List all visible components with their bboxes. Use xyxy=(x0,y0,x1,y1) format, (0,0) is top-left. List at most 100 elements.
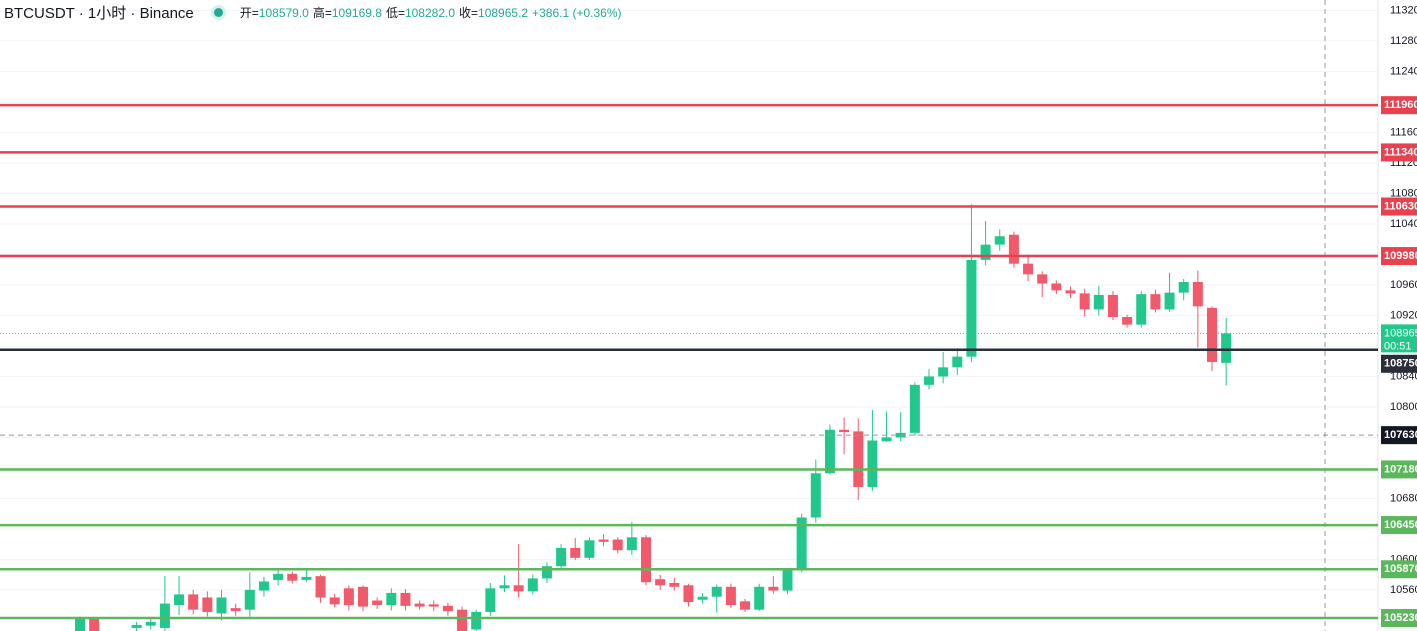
candle-body xyxy=(301,576,312,580)
candle-body xyxy=(442,605,453,612)
candle-body xyxy=(669,582,680,587)
price-line-box xyxy=(1381,197,1417,216)
ohlc-item: 收=108965.2 xyxy=(459,4,528,21)
candle-body xyxy=(725,586,736,606)
candle-body xyxy=(1207,307,1217,362)
candle-body xyxy=(358,586,368,607)
y-tick-label: 111600 xyxy=(1390,127,1417,139)
candle-body xyxy=(824,429,835,474)
candle-body xyxy=(1023,263,1034,275)
candle-body xyxy=(1192,281,1203,307)
marked-price-box xyxy=(1381,354,1417,373)
y-tick-label: 108000 xyxy=(1390,401,1417,413)
candle-body xyxy=(598,539,609,542)
candle-body xyxy=(329,597,340,605)
ohlc-item: 高=109169.8 xyxy=(313,4,382,21)
y-tick-label: 109200 xyxy=(1390,309,1417,321)
crosshair-price-box xyxy=(1381,426,1417,445)
ohlc-label: 高= xyxy=(312,6,332,20)
countdown: 00:51 xyxy=(1384,340,1412,352)
candle-body xyxy=(1136,294,1147,325)
y-tick-label: 112400 xyxy=(1390,66,1417,78)
candle-body xyxy=(924,376,934,385)
candle-body xyxy=(966,259,977,357)
candle-body xyxy=(1037,274,1048,284)
candle-body xyxy=(485,588,496,612)
candle-body xyxy=(174,594,185,606)
candle-body xyxy=(867,440,878,487)
price-line-label: 109980 xyxy=(1384,250,1417,262)
price-line-label: 111340 xyxy=(1384,146,1417,158)
candle-body xyxy=(1051,283,1062,291)
candle-body xyxy=(853,431,864,487)
candle-body xyxy=(1150,294,1161,310)
candle-body xyxy=(75,618,85,631)
candle-body xyxy=(584,540,595,558)
candle-body xyxy=(612,539,623,551)
candle-body xyxy=(230,608,241,612)
candle-body xyxy=(711,586,722,597)
candle-body xyxy=(768,586,779,591)
candle-body xyxy=(1065,290,1076,294)
candle-body xyxy=(839,429,850,433)
y-tick-label: 110800 xyxy=(1390,187,1417,199)
price-line-box xyxy=(1381,460,1417,479)
symbol-title: BTCUSDT · 1小时 · Binance xyxy=(4,5,194,22)
candle-body xyxy=(1008,234,1019,264)
price-line-label: 105870 xyxy=(1384,563,1417,575)
price-line-label: 106450 xyxy=(1384,519,1417,531)
candle-body xyxy=(89,618,100,631)
y-tick-label: 113200 xyxy=(1390,5,1417,17)
header: BTCUSDT · 1小时 · Binance 开=108579.0 高=109… xyxy=(4,2,626,23)
candle-body xyxy=(343,588,354,606)
price-line-box xyxy=(1381,516,1417,535)
candle-body xyxy=(1122,317,1133,325)
candle-body xyxy=(131,624,142,628)
candle-body xyxy=(1093,294,1104,310)
y-tick-label: 110400 xyxy=(1390,218,1417,230)
price-line-label: 107180 xyxy=(1384,463,1417,475)
candle-body xyxy=(754,586,765,610)
price-line-box xyxy=(1381,96,1417,115)
candle-body xyxy=(202,597,213,612)
candle-body xyxy=(457,609,468,631)
candle-body xyxy=(556,547,567,567)
y-tick-label: 109600 xyxy=(1390,279,1417,291)
candle-body xyxy=(513,585,524,592)
price-line-box xyxy=(1381,609,1417,628)
candle-body xyxy=(414,603,425,607)
marked-price-label: 108750 xyxy=(1384,358,1417,370)
candle-body xyxy=(372,600,383,606)
candle-body xyxy=(641,537,651,583)
ohlc-label: 低= xyxy=(385,6,405,20)
candle-body xyxy=(315,576,326,598)
candle-body xyxy=(740,601,751,610)
price-line-box xyxy=(1381,560,1417,579)
y-tick-label: 105600 xyxy=(1390,584,1417,596)
candle-body xyxy=(980,244,991,260)
ohlc-value: 108965.2 xyxy=(478,6,529,20)
status-dot xyxy=(213,8,223,17)
candle-body xyxy=(909,384,920,433)
crosshair-price-label: 107630 xyxy=(1384,429,1417,441)
last-price-box xyxy=(1381,324,1417,353)
candle-body xyxy=(188,594,199,610)
candle-body xyxy=(400,592,411,606)
candle-body xyxy=(881,437,892,442)
candle-body xyxy=(541,566,552,579)
candle-body xyxy=(1178,281,1189,293)
candle-body xyxy=(626,537,637,551)
ohlc-label: 收= xyxy=(459,6,479,20)
price-line-box xyxy=(1381,247,1417,266)
candle-body xyxy=(1079,293,1090,310)
ohlc-label: 开= xyxy=(239,6,259,20)
last-price-label: 108965.2 xyxy=(1384,327,1417,339)
candle-body xyxy=(796,517,807,571)
price-line-label: 105230 xyxy=(1384,612,1417,624)
candle-body xyxy=(386,592,397,606)
price-line-label: 111960 xyxy=(1384,99,1417,111)
ohlc-item: 低=108282.0 xyxy=(386,4,455,21)
candle-body xyxy=(471,611,482,630)
